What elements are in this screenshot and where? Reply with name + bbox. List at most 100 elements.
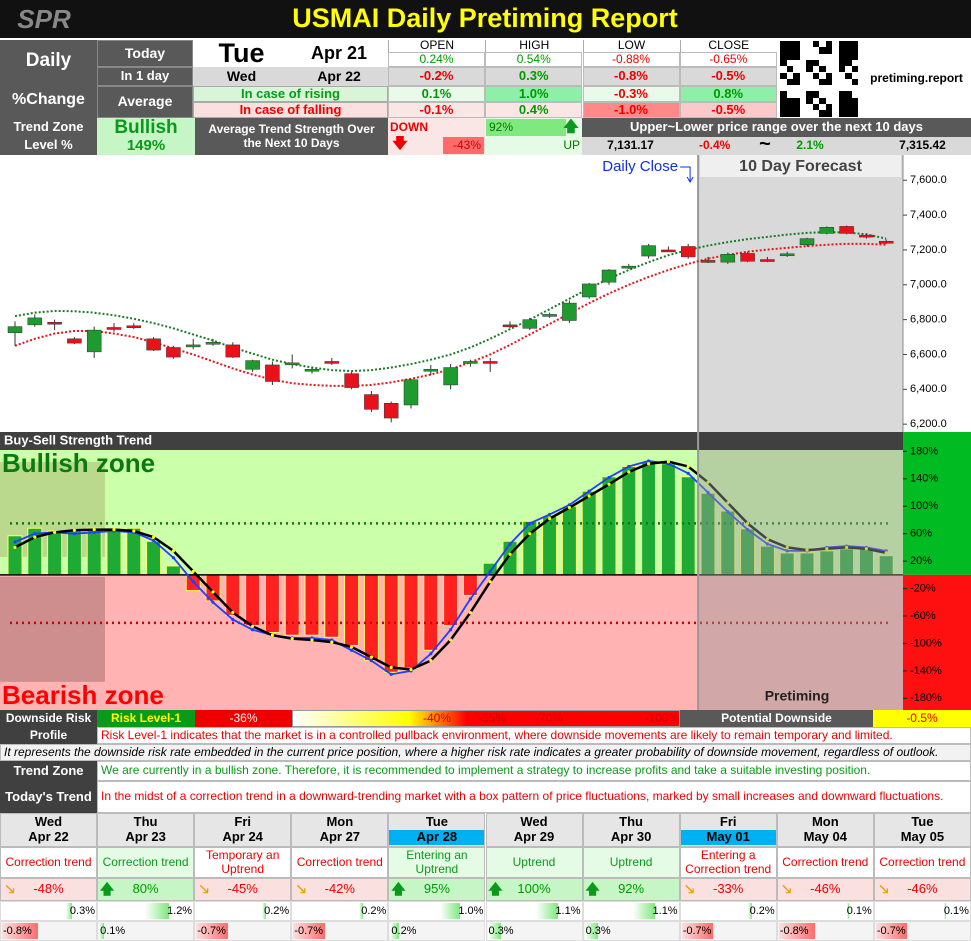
strength-bar (660, 463, 676, 576)
day-date: Apr 30 (610, 830, 652, 845)
candle-body (383, 403, 399, 419)
qr-dot (780, 41, 787, 48)
qr-dot (786, 97, 793, 104)
low-value: -0.7% (197, 924, 226, 937)
candle-body (47, 321, 62, 325)
strength-bar (383, 574, 399, 673)
candle-body (7, 326, 23, 333)
trend-level: 149% (97, 138, 195, 155)
y-tick-label: 7,400.0 (910, 209, 947, 221)
strength-bar (86, 527, 102, 576)
qr-dot (786, 53, 793, 60)
column-header: CLOSE (679, 40, 777, 52)
qr-dot (780, 47, 787, 54)
qr-dot (845, 91, 852, 98)
candle-body (304, 369, 320, 372)
line-dot (508, 542, 512, 546)
line-dot (746, 521, 750, 526)
high-cell (679, 901, 777, 921)
direction-icon: 🡖 (199, 880, 209, 897)
header-bar (0, 0, 971, 38)
strength-bar (502, 540, 518, 576)
line-dot (528, 532, 532, 536)
risk-scale-label: -70% (534, 710, 563, 725)
logo: SPR (17, 3, 71, 34)
today-trend-label: Today's Trend (0, 781, 97, 813)
high-cell (0, 901, 97, 921)
up-label: UP (563, 137, 580, 152)
low-value: -0.7% (294, 924, 324, 937)
y-tick-label: 7,200.0 (910, 244, 947, 256)
qr-dot (825, 72, 832, 79)
high-bar (943, 903, 946, 919)
trend-cell: Correction trend (291, 847, 389, 878)
line-dot (389, 665, 393, 670)
candle-body (740, 253, 755, 262)
high-bar (846, 903, 849, 919)
strength-bar (284, 574, 300, 636)
qr-dot (780, 104, 787, 111)
day-date: Apr 27 (319, 830, 361, 845)
candle-body (641, 245, 656, 257)
high-bar (632, 903, 655, 919)
direction-icon: 🡅 (391, 880, 406, 897)
day-date: May 01 (680, 830, 776, 845)
today-day: Tue (218, 40, 265, 67)
high-value: 0.2% (264, 904, 290, 917)
line-dot (231, 610, 235, 615)
high-value: 1.1% (555, 904, 581, 917)
potential-value: -0.5% (873, 710, 971, 727)
strength-bar (363, 574, 379, 662)
day-name: Wed (34, 815, 63, 830)
line-dot (171, 556, 175, 560)
line-dot (785, 549, 789, 553)
next-date: Apr 22 (290, 67, 388, 86)
y-tick-label: 60% (910, 528, 932, 540)
qr-dot (838, 91, 845, 98)
strength-bar (66, 530, 82, 576)
trend-cell: Uptrend (582, 847, 680, 878)
line-dot (488, 580, 492, 584)
high-cell (194, 901, 292, 921)
high-cell (485, 901, 583, 921)
candle-body (403, 379, 419, 406)
line-dot (389, 672, 393, 676)
line-dot (132, 529, 136, 533)
low-bar (390, 923, 400, 939)
direction-icon: 🡅 (488, 880, 503, 897)
bull-label: Bullish zone (2, 448, 155, 478)
low-bar (487, 923, 501, 939)
y-tick-label: 140% (910, 473, 938, 485)
change-cell: 0.4% (485, 102, 583, 118)
change-cell: -0.88% (582, 52, 680, 67)
strength-bar (641, 461, 657, 576)
site: pretiming.report (870, 71, 963, 86)
column-header: LOW (582, 40, 680, 52)
change-cell: 0.54% (485, 52, 583, 67)
line-dot (251, 624, 255, 628)
trend-label2: Level % (0, 136, 97, 155)
low-bar (99, 923, 104, 939)
range-low-pct: -0.4% (699, 138, 731, 153)
qr-dot (780, 97, 787, 104)
strength-bar (621, 465, 637, 576)
axis-bg (903, 155, 971, 432)
strength-cell: -33% (679, 878, 777, 901)
brand-label: Pretiming (765, 688, 830, 704)
day-cell (291, 813, 389, 847)
qr-dot (851, 97, 858, 104)
strength-cell: -48% (0, 878, 97, 901)
day-name: Fri (234, 815, 251, 830)
qr-dot (851, 66, 858, 73)
qr-dot (806, 97, 813, 104)
qr-dot (812, 41, 819, 48)
line-dot (845, 545, 849, 550)
qr-dot (838, 66, 845, 73)
strength-cell: 95% (388, 878, 486, 901)
day-cell (0, 813, 97, 847)
line-dot (627, 470, 631, 474)
strength-title: Buy-Sell Strength Trend (4, 432, 152, 447)
line-dot (231, 617, 235, 622)
line-dot (33, 535, 37, 539)
